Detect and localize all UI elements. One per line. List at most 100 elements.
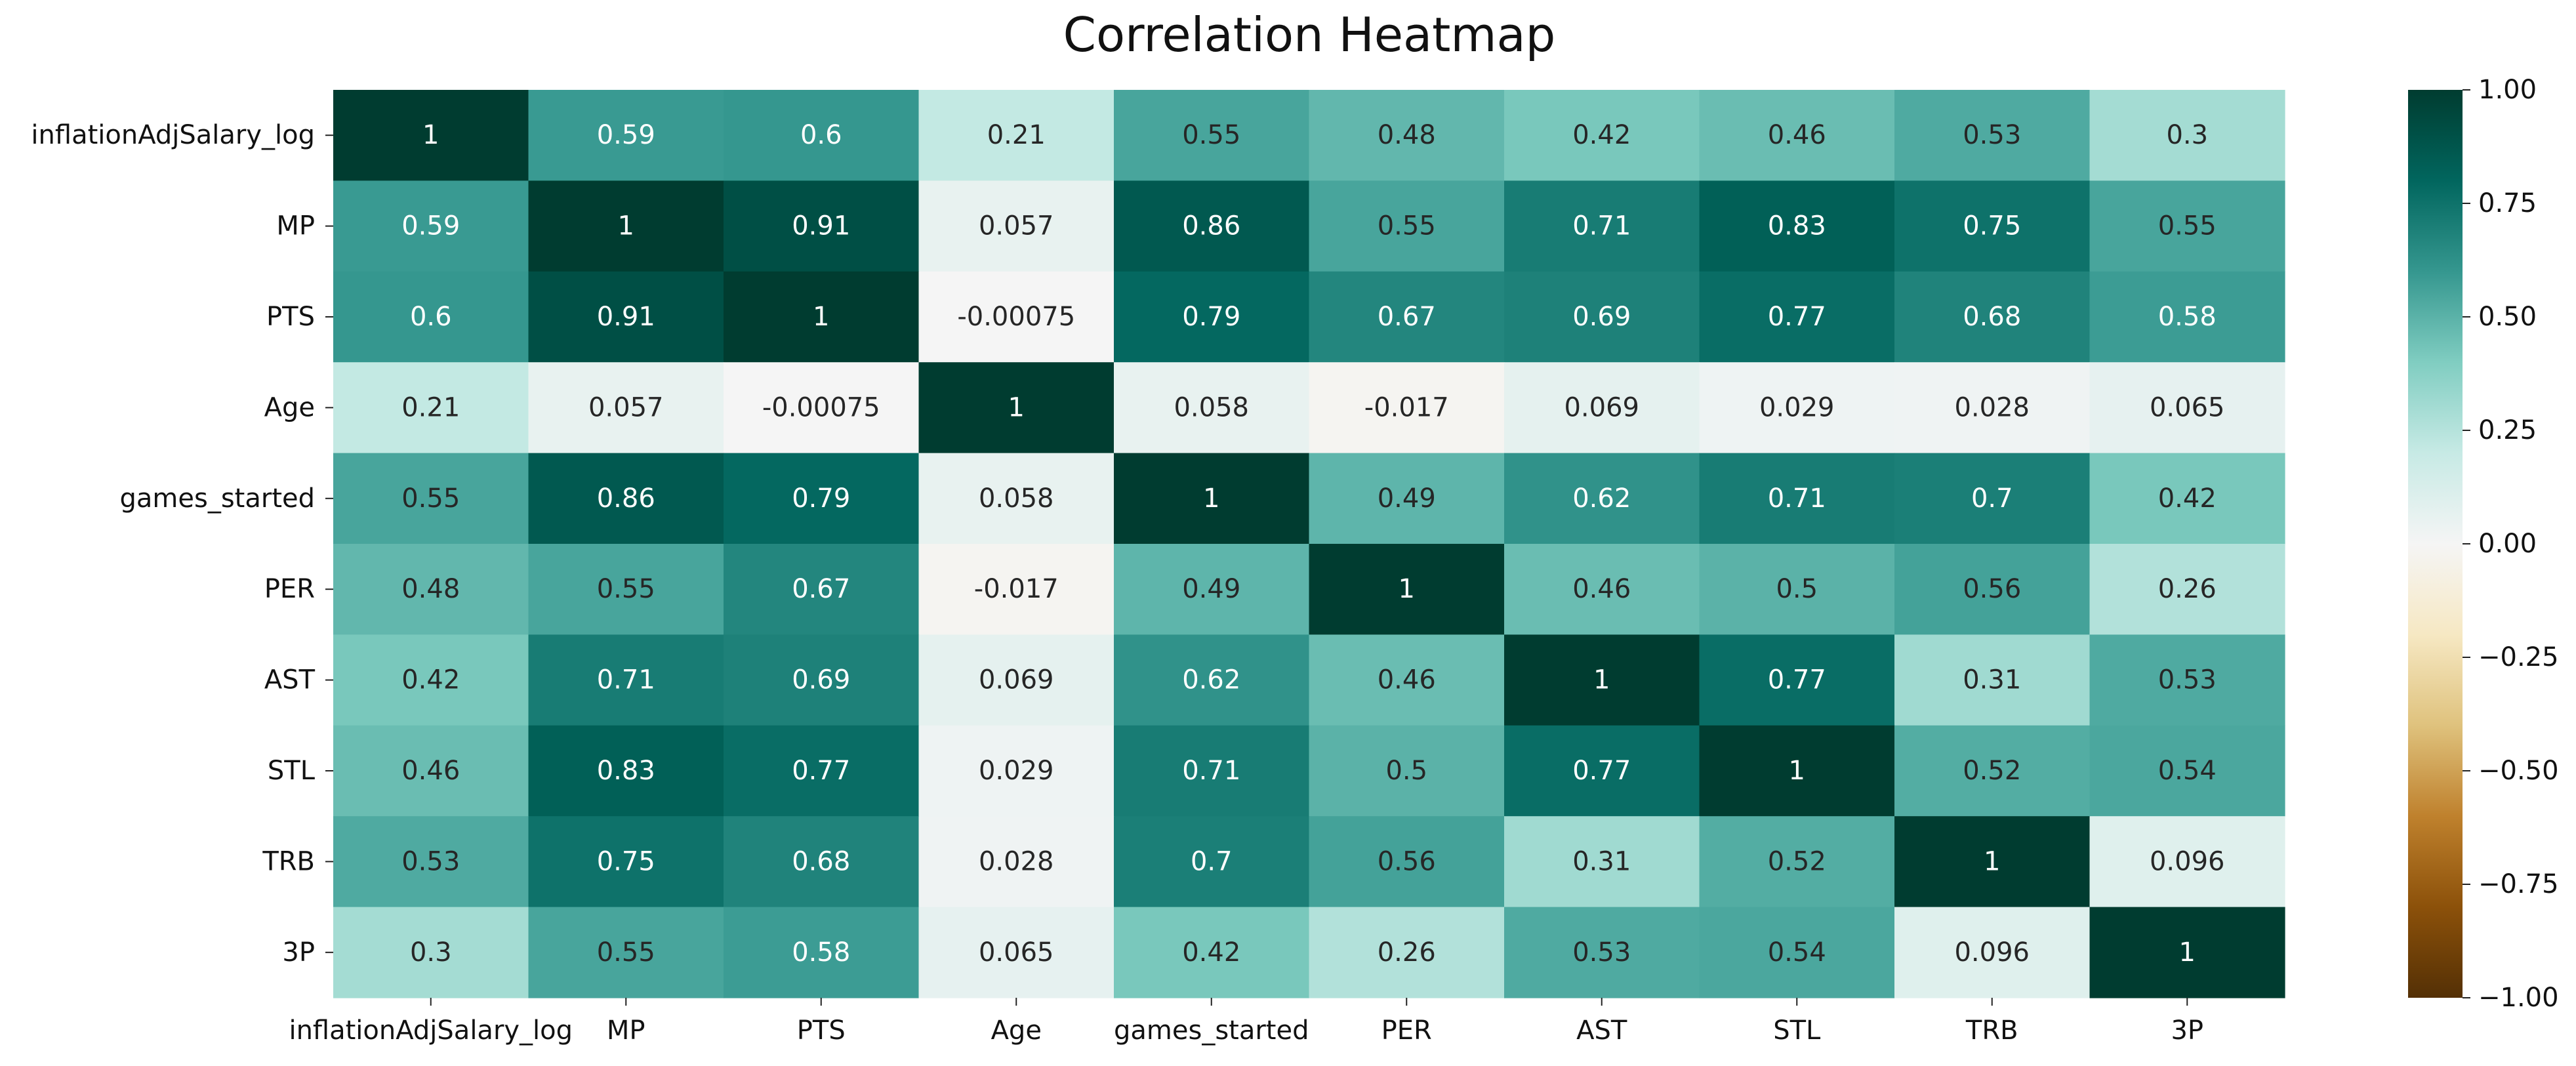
heatmap-cell-inflationadjsalary-log-pts <box>724 90 920 181</box>
heatmap-cell-mp-games-started <box>1114 180 1310 272</box>
heatmap-cell-label: 0.028 <box>1954 392 2030 422</box>
heatmap-cell-ast-trb <box>1894 634 2091 726</box>
heatmap-cell-mp-3p <box>2089 180 2285 272</box>
heatmap-cell-ast-stl <box>1699 634 1895 726</box>
column-label-trb: TRB <box>1965 1015 2018 1046</box>
heatmap-cell-label: 0.42 <box>1572 120 1631 150</box>
heatmap-cell-games-started-3p <box>2089 453 2285 544</box>
heatmap-cell-stl-stl <box>1699 725 1895 817</box>
heatmap-cell-label: 0.91 <box>597 302 655 332</box>
heatmap-cell-label: 1 <box>813 302 829 332</box>
heatmap-cell-3p-pts <box>724 907 920 998</box>
heatmap-cell-label: 0.67 <box>792 574 850 604</box>
heatmap-cell-per-inflationadjsalary-log <box>333 544 529 635</box>
column-label-ast: AST <box>1576 1015 1627 1046</box>
heatmap-cell-label: 0.71 <box>1572 211 1631 241</box>
heatmap-cell-inflationadjsalary-log-per <box>1309 90 1505 181</box>
heatmap-cell-label: 0.68 <box>1963 302 2021 332</box>
heatmap-cell-label: -0.017 <box>1364 392 1449 422</box>
heatmap-cell-label: 0.31 <box>1963 665 2021 695</box>
heatmap-cell-trb-mp <box>528 816 724 908</box>
row-label-trb: TRB <box>262 846 315 876</box>
heatmap-cell-games-started-stl <box>1699 453 1895 544</box>
heatmap-cell-inflationadjsalary-log-stl <box>1699 90 1895 181</box>
heatmap-cell-ast-age <box>918 634 1114 726</box>
heatmap-cell-label: 0.7 <box>1971 483 2013 514</box>
heatmap-cell-label: 0.86 <box>1182 211 1240 241</box>
heatmap-cell-pts-mp <box>528 271 724 363</box>
colorbar-tick-label: 0.25 <box>2478 415 2537 445</box>
heatmap-cells <box>333 90 2285 998</box>
heatmap-cell-stl-mp <box>528 725 724 817</box>
heatmap-cell-label: 0.21 <box>987 120 1046 150</box>
heatmap-cell-label: 0.77 <box>1768 302 1826 332</box>
heatmap-cell-label: 0.058 <box>1174 392 1249 422</box>
heatmap-cell-per-trb <box>1894 544 2091 635</box>
colorbar-tick-label: −0.75 <box>2478 869 2559 899</box>
heatmap-cell-label: 0.53 <box>401 846 460 876</box>
heatmap-cell-pts-3p <box>2089 271 2285 363</box>
heatmap-cell-label: -0.00075 <box>762 392 880 422</box>
heatmap-cell-labels: 1 0.59 0.6 0.21 0.55 0.48 0.42 0.46 0.53 0.3 0.59 1… <box>401 120 2224 968</box>
column-label-inflationadjsalary-log: inflationAdjSalary_log <box>289 1015 573 1046</box>
heatmap-cell-mp-ast <box>1504 180 1700 272</box>
column-label-games-started: games_started <box>1114 1015 1309 1046</box>
heatmap-cell-label: 0.55 <box>2158 211 2217 241</box>
heatmap-cell-inflationadjsalary-log-inflationadjsalary-log <box>333 90 529 181</box>
heatmap-cell-stl-inflationadjsalary-log <box>333 725 529 817</box>
heatmap-cell-label: 0.31 <box>1572 846 1631 876</box>
column-label-age: Age <box>991 1015 1042 1046</box>
heatmap-cell-label: 0.46 <box>401 756 460 786</box>
heatmap-cell-age-mp <box>528 362 724 454</box>
heatmap-cell-label: 0.75 <box>1963 211 2021 241</box>
colorbar-tick-label: −0.25 <box>2478 642 2559 672</box>
heatmap-cell-games-started-age <box>918 453 1114 544</box>
heatmap-cell-stl-age <box>918 725 1114 817</box>
heatmap-cell-label: 0.46 <box>1572 574 1631 604</box>
heatmap-cell-pts-pts <box>724 271 920 363</box>
heatmap-cell-3p-mp <box>528 907 724 998</box>
heatmap-cell-games-started-per <box>1309 453 1505 544</box>
heatmap-cell-age-games-started <box>1114 362 1310 454</box>
heatmap-cell-label: 1 <box>422 120 439 150</box>
heatmap-cell-3p-inflationadjsalary-log <box>333 907 529 998</box>
heatmap-cell-pts-inflationadjsalary-log <box>333 271 529 363</box>
column-label-3p: 3P <box>2171 1015 2203 1046</box>
colorbar: 1.00 0.75 0.50 0.25 0.00 −0.25 −0.50 −0.75 −1.00 <box>2408 75 2559 1013</box>
heatmap-cell-games-started-games-started <box>1114 453 1310 544</box>
heatmap-cell-label: 0.096 <box>1954 937 2030 968</box>
heatmap-cell-3p-3p <box>2089 907 2285 998</box>
heatmap-cell-games-started-mp <box>528 453 724 544</box>
heatmap-cell-age-stl <box>1699 362 1895 454</box>
row-label-pts: PTS <box>266 302 315 332</box>
heatmap-cell-label: 0.52 <box>1768 846 1826 876</box>
colorbar-tick-label: 0.75 <box>2478 188 2537 218</box>
heatmap-cell-label: 0.42 <box>2158 483 2217 514</box>
column-label-per: PER <box>1381 1015 1432 1046</box>
heatmap-cell-trb-trb <box>1894 816 2091 908</box>
column-label-mp: MP <box>607 1015 645 1046</box>
heatmap-cell-age-ast <box>1504 362 1700 454</box>
heatmap-cell-label: 0.069 <box>979 665 1054 695</box>
heatmap-cell-age-pts <box>724 362 920 454</box>
chart-title: Correlation Heatmap <box>1063 7 1556 62</box>
heatmap-cell-label: 0.058 <box>979 483 1054 514</box>
heatmap-cell-ast-pts <box>724 634 920 726</box>
heatmap-cell-label: 0.54 <box>2158 756 2217 786</box>
heatmap-cell-label: 0.68 <box>792 846 850 876</box>
heatmap-cell-label: 1 <box>1008 392 1025 422</box>
row-label-per: PER <box>264 574 315 604</box>
heatmap-cell-trb-games-started <box>1114 816 1310 908</box>
heatmap-cell-label: 0.69 <box>792 665 850 695</box>
heatmap-cell-pts-stl <box>1699 271 1895 363</box>
heatmap-cell-inflationadjsalary-log-mp <box>528 90 724 181</box>
heatmap-cell-trb-per <box>1309 816 1505 908</box>
heatmap-cell-age-per <box>1309 362 1505 454</box>
heatmap-cell-label: 0.096 <box>2150 846 2225 876</box>
heatmap-cell-3p-games-started <box>1114 907 1310 998</box>
heatmap-cell-mp-mp <box>528 180 724 272</box>
row-label-inflationadjsalary-log: inflationAdjSalary_log <box>31 120 315 150</box>
heatmap-cell-label: 0.55 <box>597 574 655 604</box>
heatmap-cell-games-started-trb <box>1894 453 2091 544</box>
